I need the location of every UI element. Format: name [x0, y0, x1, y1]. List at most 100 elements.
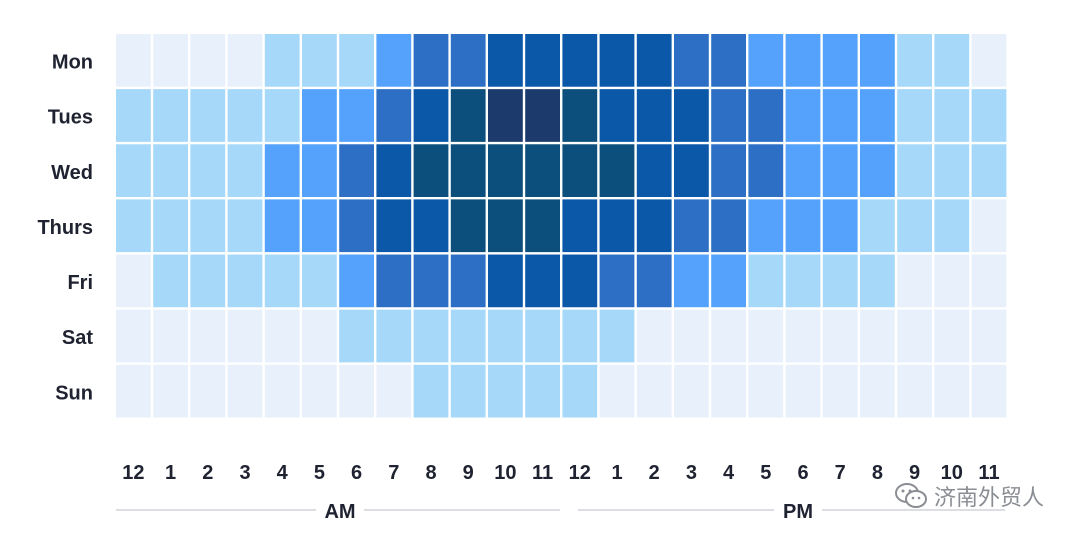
period-axis: AM PM: [116, 501, 1005, 523]
hour-label-6: 6: [351, 462, 362, 484]
heatmap-cell-sat-1: [153, 309, 188, 363]
heatmap-cell-wed-14: [636, 144, 672, 197]
heatmap-cell-fri-12: [562, 254, 598, 308]
heatmap-cell-thurs-2: [190, 199, 226, 253]
heatmap-cell-sat-4: [264, 309, 300, 363]
heatmap-cell-mon-17: [748, 34, 784, 87]
hour-label-0: 12: [122, 462, 144, 484]
heatmap-cell-tues-9: [450, 89, 486, 142]
heatmap-cell-wed-23: [971, 144, 1007, 197]
heatmap-cell-wed-0: [116, 144, 151, 197]
heatmap-cell-fri-19: [822, 254, 858, 308]
heatmap-cell-sat-21: [897, 309, 932, 363]
heatmap-cell-fri-11: [525, 254, 560, 308]
heatmap-cell-wed-20: [860, 144, 895, 197]
heatmap-cell-tues-12: [562, 89, 598, 142]
heatmap-cell-sun-21: [897, 364, 932, 418]
heatmap-cell-fri-3: [227, 254, 263, 308]
heatmap-cell-sun-9: [450, 364, 486, 418]
heatmap-cell-sun-2: [190, 364, 226, 418]
heatmap-cell-tues-18: [785, 89, 821, 142]
heatmap-cell-mon-3: [227, 34, 263, 87]
heatmap-cell-thurs-3: [227, 199, 263, 253]
heatmap-cell-wed-7: [376, 144, 412, 197]
heatmap-cell-mon-21: [897, 34, 932, 87]
heatmap-cell-thurs-0: [116, 199, 151, 253]
day-label-sat: Sat: [62, 327, 93, 349]
heatmap-cell-sat-13: [599, 309, 635, 363]
heatmap-cell-sun-0: [116, 364, 151, 418]
hour-label-9: 9: [463, 462, 474, 484]
wechat-icon: [894, 482, 928, 510]
hour-label-16: 4: [723, 462, 735, 484]
heatmap-cell-sun-23: [971, 364, 1007, 418]
heatmap-cell-sun-5: [302, 364, 337, 418]
heatmap-cell-wed-21: [897, 144, 932, 197]
heatmap-cell-mon-22: [934, 34, 970, 87]
heatmap-cell-thurs-22: [934, 199, 970, 253]
heatmap-cell-sat-7: [376, 309, 412, 363]
heatmap-cell-wed-11: [525, 144, 560, 197]
heatmap-cell-mon-4: [264, 34, 300, 87]
watermark-text: 济南外贸人: [933, 486, 1044, 511]
heatmap-cell-fri-6: [339, 254, 374, 308]
hour-label-15: 3: [686, 462, 697, 484]
heatmap-cell-fri-5: [302, 254, 337, 308]
heatmap-cell-fri-18: [785, 254, 821, 308]
heatmap-cell-mon-19: [822, 34, 858, 87]
heatmap-cell-sat-9: [450, 309, 486, 363]
heatmap-cell-sun-4: [264, 364, 300, 418]
heatmap-cell-fri-10: [488, 254, 523, 308]
heatmap-cell-wed-4: [264, 144, 300, 197]
heatmap-cell-thurs-13: [599, 199, 635, 253]
hour-label-13: 1: [611, 462, 622, 484]
heatmap-cell-sat-12: [562, 309, 598, 363]
heatmap-cell-sat-19: [822, 309, 858, 363]
heatmap-cell-thurs-19: [822, 199, 858, 253]
heatmap-cell-thurs-16: [711, 199, 746, 253]
heatmap-cell-mon-23: [971, 34, 1007, 87]
heatmap-cell-sat-8: [413, 309, 449, 363]
heatmap-cell-sat-17: [748, 309, 784, 363]
heatmap-cell-mon-13: [599, 34, 635, 87]
heatmap-cell-mon-20: [860, 34, 895, 87]
heatmap-cell-sun-3: [227, 364, 263, 418]
heatmap-cell-tues-2: [190, 89, 226, 142]
heatmap-cell-sat-23: [971, 309, 1007, 363]
heatmap-cell-mon-5: [302, 34, 337, 87]
heatmap-cell-fri-16: [711, 254, 746, 308]
heatmap-cell-sat-15: [674, 309, 709, 363]
heatmap-cell-tues-20: [860, 89, 895, 142]
heatmap-cell-thurs-23: [971, 199, 1007, 253]
heatmap-cell-sat-18: [785, 309, 821, 363]
heatmap-cell-wed-2: [190, 144, 226, 197]
heatmap-cell-fri-17: [748, 254, 784, 308]
heatmap-cell-tues-17: [748, 89, 784, 142]
hour-label-21: 9: [909, 462, 920, 484]
heatmap-cell-sun-12: [562, 364, 598, 418]
hour-label-1: 1: [165, 462, 176, 484]
heatmap-cell-sun-18: [785, 364, 821, 418]
day-label-wed: Wed: [51, 162, 93, 184]
heatmap-cell-sun-13: [599, 364, 635, 418]
hour-label-8: 8: [425, 462, 436, 484]
heatmap-cell-thurs-12: [562, 199, 598, 253]
heatmap-cell-tues-10: [488, 89, 523, 142]
heatmap-cell-sun-16: [711, 364, 746, 418]
heatmap-cell-mon-18: [785, 34, 821, 87]
day-label-thurs: Thurs: [37, 217, 93, 239]
heatmap-cell-tues-5: [302, 89, 337, 142]
heatmap-cell-mon-8: [413, 34, 449, 87]
heatmap-cell-wed-9: [450, 144, 486, 197]
day-label-mon: Mon: [52, 52, 93, 74]
heatmap-cell-mon-9: [450, 34, 486, 87]
heatmap-cell-tues-14: [636, 89, 672, 142]
heatmap-cell-thurs-4: [264, 199, 300, 253]
heatmap-cell-wed-18: [785, 144, 821, 197]
watermark: 济南外贸人: [894, 480, 1044, 512]
heatmap-cell-sun-22: [934, 364, 970, 418]
heatmap-cell-sun-14: [636, 364, 672, 418]
heatmap-cell-tues-0: [116, 89, 151, 142]
heatmap-cell-tues-21: [897, 89, 932, 142]
